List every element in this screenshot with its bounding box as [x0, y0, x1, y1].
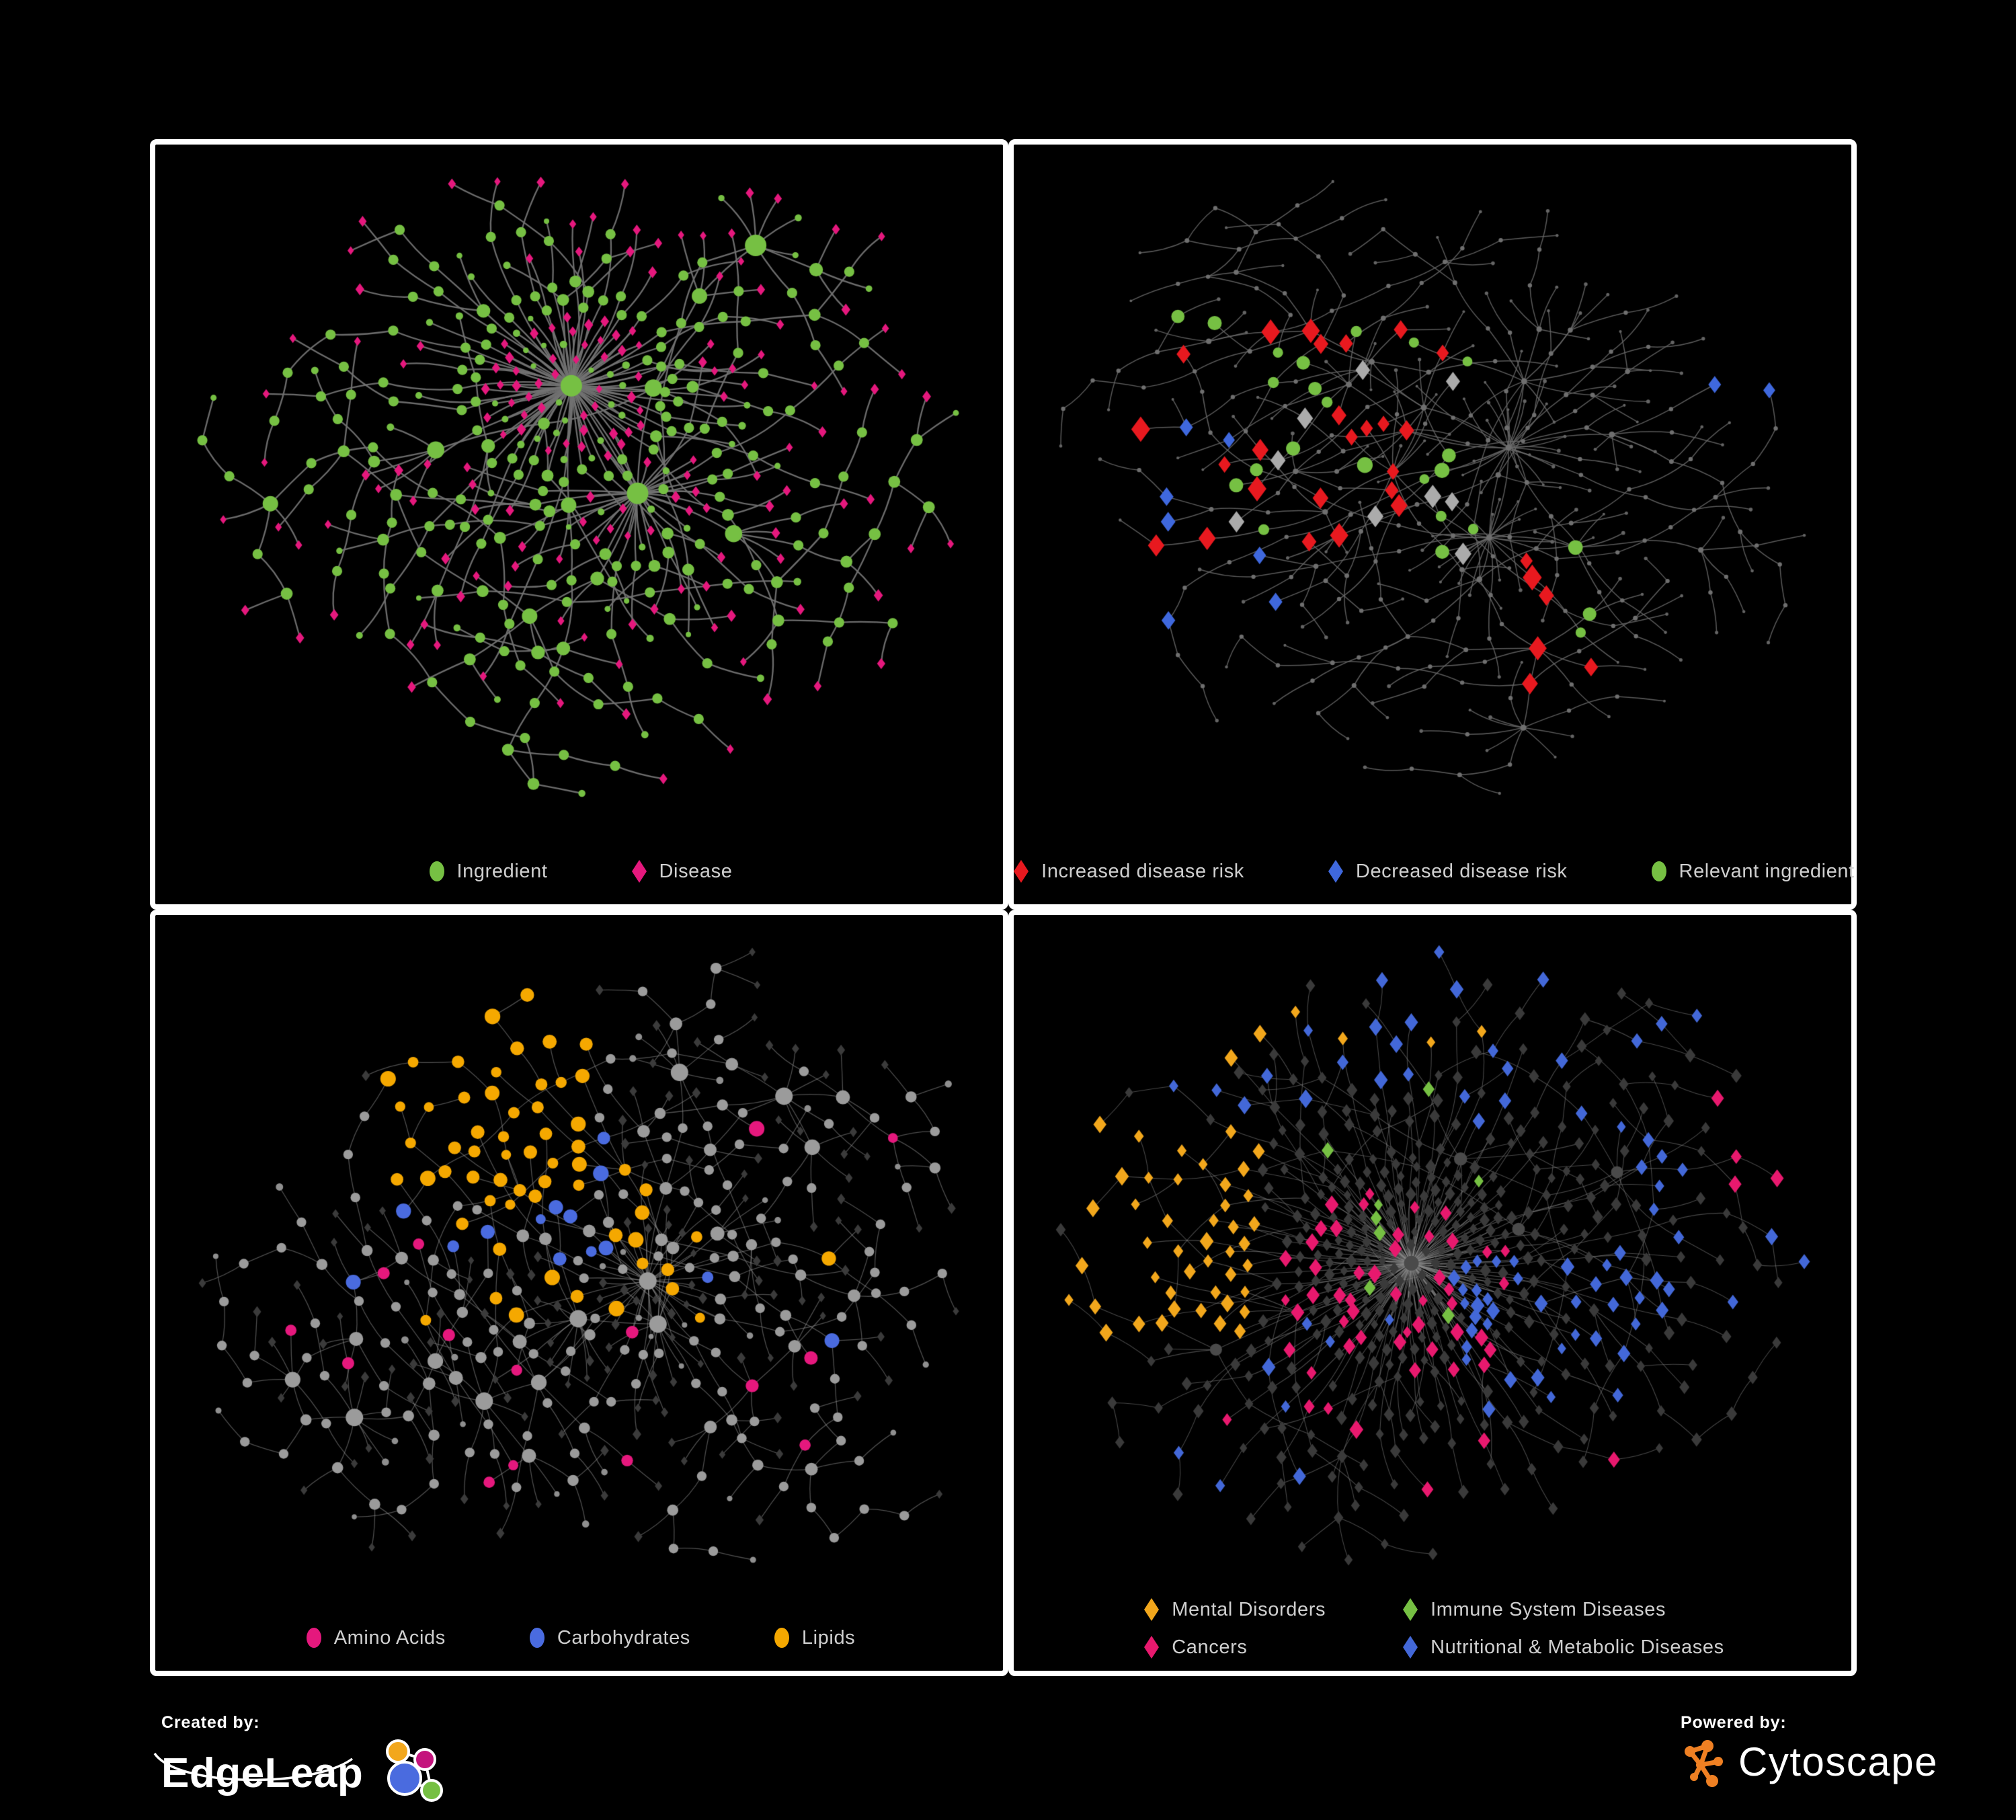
legend-item-decreased-disease-risk: Decreased disease risk [1325, 859, 1568, 884]
diamond-marker-icon [1144, 1598, 1160, 1621]
network-canvas-disease-risk [1014, 145, 1851, 904]
legend-item-immune-system-diseases: Immune System Diseases [1400, 1597, 1724, 1622]
network-panel-ingredient-disease: Ingredient Disease [150, 139, 1008, 910]
edgeleap-network-icon [386, 1739, 444, 1802]
diamond-marker-icon [631, 860, 647, 883]
legend-label: Immune System Diseases [1430, 1598, 1666, 1620]
ellipse-marker-icon [774, 1628, 789, 1648]
legend-label: Decreased disease risk [1355, 860, 1568, 882]
network-canvas-ingredient-classes [155, 915, 1003, 1671]
created-by-label: Created by: [161, 1713, 260, 1732]
network-panel-disease-classes: Mental Disorders Immune System Diseases Ca… [1008, 910, 1857, 1676]
legend-label: Cancers [1172, 1636, 1248, 1658]
ellipse-marker-icon [529, 1628, 545, 1648]
legend-item-relevant-ingredient: Relevant ingredient [1648, 859, 1855, 884]
legend-label: Lipids [801, 1626, 856, 1649]
legend-label: Amino Acids [333, 1626, 446, 1649]
ellipse-marker-icon [429, 861, 444, 881]
legend-label: Relevant ingredient [1679, 860, 1855, 882]
powered-by-label: Powered by: [1681, 1713, 1787, 1732]
diamond-marker-icon [1014, 860, 1029, 883]
legend-label: Increased disease risk [1041, 860, 1244, 882]
legend-item-increased-disease-risk: Increased disease risk [1010, 859, 1244, 884]
diamond-marker-icon [1144, 1636, 1160, 1659]
diamond-marker-icon [1403, 1598, 1418, 1621]
legend-item-cancers: Cancers [1141, 1634, 1326, 1660]
cytoscape-wordmark: Cytoscape [1738, 1739, 1938, 1784]
created-by-block: Created by: EdgeLeap [153, 1713, 450, 1811]
legend-label: Nutritional & Metabolic Diseases [1430, 1636, 1724, 1658]
legend-item-lipids: Lipids [771, 1625, 855, 1651]
legend-ingredient-classes: Amino Acids Carbohydrates Lipids [155, 1625, 1003, 1651]
legend-item-carbohydrates: Carbohydrates [526, 1625, 690, 1651]
ellipse-marker-icon [306, 1628, 321, 1648]
powered-by-block: Powered by: [1681, 1713, 1938, 1788]
legend-item-amino-acids: Amino Acids [303, 1625, 446, 1651]
ellipse-marker-icon [1651, 861, 1666, 881]
legend-disease-classes: Mental Disorders Immune System Diseases Ca… [1014, 1597, 1851, 1660]
legend-label: Mental Disorders [1172, 1598, 1326, 1620]
legend-label: Carbohydrates [557, 1626, 690, 1649]
diamond-marker-icon [1328, 860, 1343, 883]
legend-item-disease: Disease [629, 859, 733, 884]
legend-label: Disease [659, 860, 733, 882]
diamond-marker-icon [1403, 1636, 1418, 1659]
edgeleap-wordmark: EdgeLeap [161, 1750, 364, 1796]
cytoscape-network-icon [1685, 1740, 1723, 1787]
legend-ingredient-disease: Ingredient Disease [155, 859, 1003, 884]
legend-label: Ingredient [456, 860, 548, 882]
network-panel-ingredient-classes: Amino Acids Carbohydrates Lipids [150, 910, 1008, 1676]
legend-item-mental-disorders: Mental Disorders [1141, 1597, 1326, 1622]
legend-item-nutritional-metabolic-diseases: Nutritional & Metabolic Diseases [1400, 1634, 1724, 1660]
legend-item-ingredient: Ingredient [426, 859, 548, 884]
network-canvas-ingredient-disease [155, 145, 1003, 904]
network-canvas-disease-classes [1014, 915, 1851, 1671]
legend-disease-risk: Increased disease risk Decreased disease … [1014, 859, 1854, 884]
network-panel-disease-risk: Increased disease risk Decreased disease … [1008, 139, 1857, 910]
